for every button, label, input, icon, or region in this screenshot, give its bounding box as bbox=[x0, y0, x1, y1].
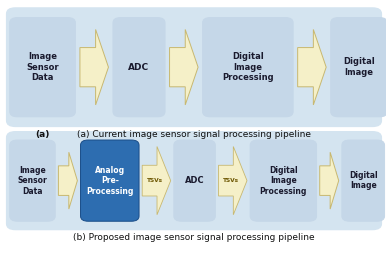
Text: (a) Current image sensor signal processing pipeline: (a) Current image sensor signal processi… bbox=[77, 130, 311, 139]
FancyBboxPatch shape bbox=[81, 140, 139, 221]
Text: Digital
Image: Digital Image bbox=[349, 171, 378, 190]
Text: Digital
Image
Processing: Digital Image Processing bbox=[260, 166, 307, 195]
Text: Image
Sensor
Data: Image Sensor Data bbox=[17, 166, 47, 195]
FancyBboxPatch shape bbox=[203, 18, 293, 117]
FancyBboxPatch shape bbox=[250, 140, 317, 221]
Polygon shape bbox=[218, 146, 247, 215]
Text: Digital
Image
Processing: Digital Image Processing bbox=[222, 52, 274, 82]
FancyBboxPatch shape bbox=[174, 140, 215, 221]
Text: (a): (a) bbox=[35, 130, 50, 139]
Polygon shape bbox=[142, 146, 171, 215]
Text: (b) Proposed image sensor signal processing pipeline: (b) Proposed image sensor signal process… bbox=[73, 233, 315, 242]
FancyBboxPatch shape bbox=[113, 18, 165, 117]
FancyBboxPatch shape bbox=[6, 7, 382, 127]
Polygon shape bbox=[58, 152, 77, 209]
Text: ADC: ADC bbox=[128, 63, 149, 72]
Text: (a) Current image sensor signal processing pipeline: (a) Current image sensor signal processi… bbox=[77, 130, 311, 139]
Text: Image
Sensor
Data: Image Sensor Data bbox=[26, 52, 59, 82]
Text: TSVs: TSVs bbox=[223, 178, 239, 183]
Polygon shape bbox=[170, 29, 198, 105]
FancyBboxPatch shape bbox=[331, 18, 387, 117]
FancyBboxPatch shape bbox=[342, 140, 385, 221]
Text: ADC: ADC bbox=[185, 176, 204, 185]
Text: TSVs: TSVs bbox=[147, 178, 163, 183]
Polygon shape bbox=[320, 152, 339, 209]
Text: Analog
Pre-
Processing: Analog Pre- Processing bbox=[86, 166, 133, 195]
Polygon shape bbox=[298, 29, 326, 105]
FancyBboxPatch shape bbox=[10, 140, 55, 221]
FancyBboxPatch shape bbox=[10, 18, 75, 117]
Polygon shape bbox=[80, 29, 108, 105]
FancyBboxPatch shape bbox=[6, 131, 382, 230]
Text: Digital
Image: Digital Image bbox=[343, 57, 375, 77]
